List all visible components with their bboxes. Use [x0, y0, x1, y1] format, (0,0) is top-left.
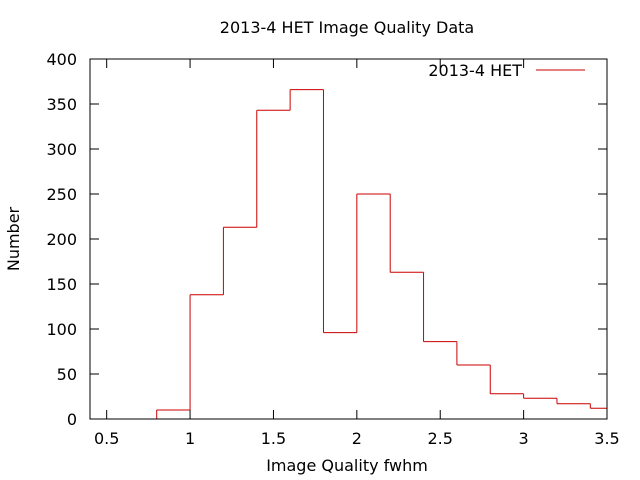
x-tick-label: 2.5: [427, 429, 452, 448]
x-axis-label: Image Quality fwhm: [266, 456, 428, 475]
y-tick-label: 400: [46, 50, 77, 69]
legend: 2013-4 HET: [428, 61, 585, 80]
x-tick-label: 1.5: [261, 429, 286, 448]
legend-label-2013-4-het: 2013-4 HET: [428, 61, 522, 80]
y-tick-label: 150: [46, 275, 77, 294]
x-tick-label: 3.5: [594, 429, 619, 448]
y-tick-label: 0: [67, 410, 77, 429]
x-tick-label: 0.5: [94, 429, 119, 448]
x-tick-label: 1: [185, 429, 195, 448]
y-tick-label: 50: [57, 365, 77, 384]
axis-ticks: 0 50 100 150 200 250 300 350 400 0.5 1 1.5 2 2.5 3 3.5: [46, 50, 619, 448]
series-2013-4-het: [156, 89, 608, 419]
y-tick-label: 300: [46, 140, 77, 159]
series-layer: [156, 89, 608, 419]
y-axis-label: Number: [4, 206, 23, 271]
x-tick-label: 2: [352, 429, 362, 448]
y-tick-label: 350: [46, 95, 77, 114]
chart-title: 2013-4 HET Image Quality Data: [220, 18, 474, 37]
x-tick-label: 3: [519, 429, 529, 448]
plot-area-border: [89, 58, 608, 420]
y-tick-label: 100: [46, 320, 77, 339]
y-tick-label: 200: [46, 230, 77, 249]
y-tick-label: 250: [46, 185, 77, 204]
